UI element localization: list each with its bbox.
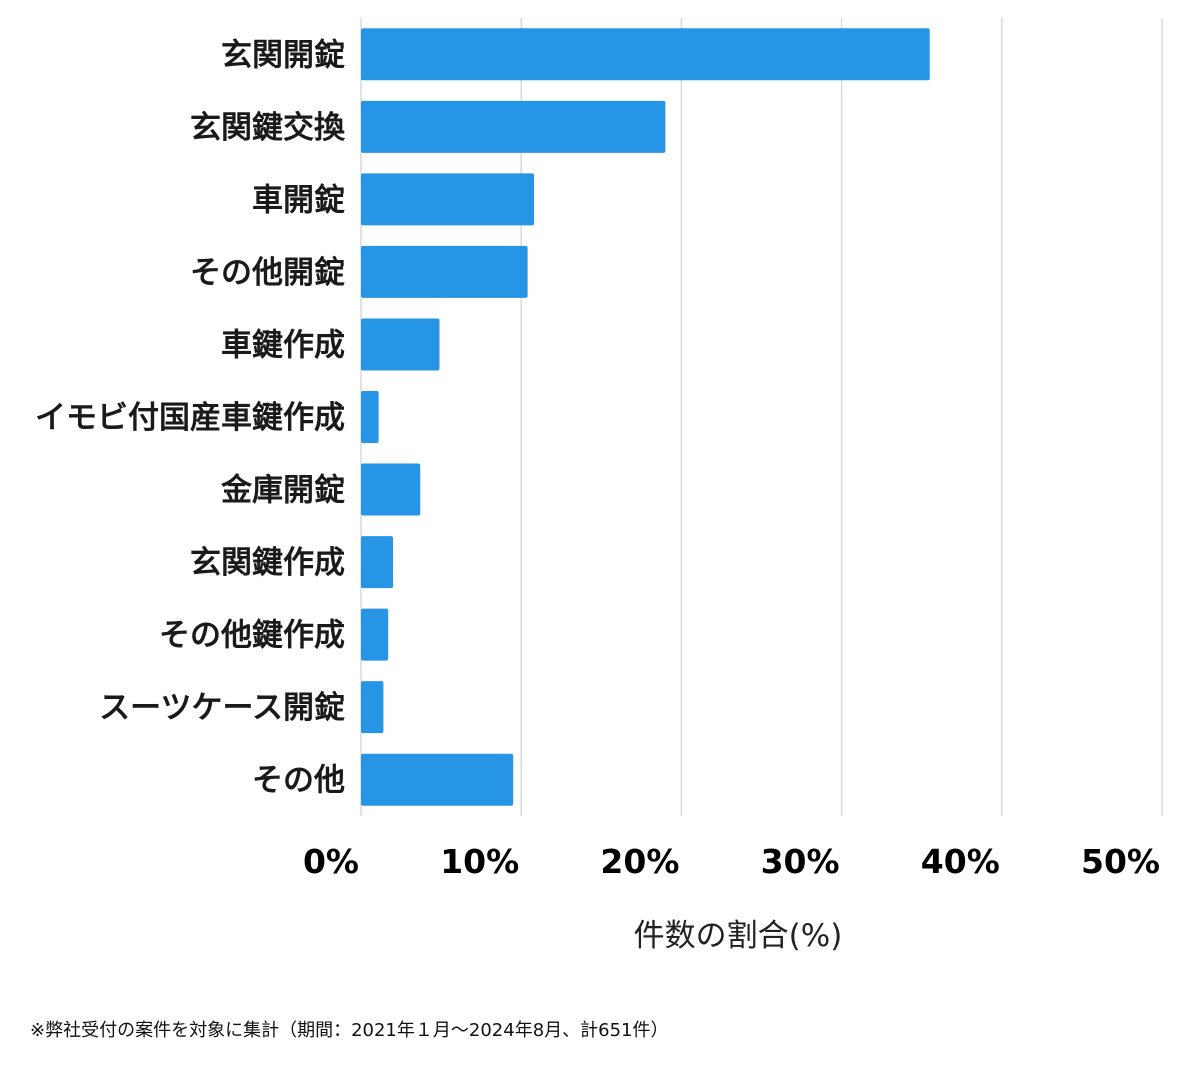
footnote: ※弊社受付の案件を対象に集計（期間：2021年１月〜2024年8月、計651件） bbox=[30, 1020, 669, 1041]
x-tick-label: 10% bbox=[440, 842, 519, 881]
x-tick-label: 0% bbox=[303, 842, 359, 881]
bar-chart: 玄関開錠玄関鍵交換車開錠その他開錠車鍵作成イモビ付国産車鍵作成金庫開錠玄関鍵作成… bbox=[35, 18, 1163, 954]
bar bbox=[361, 463, 421, 516]
category-label: 車鍵作成 bbox=[221, 327, 345, 363]
category-label: イモビ付国産車鍵作成 bbox=[35, 400, 345, 436]
category-label: スーツケース開錠 bbox=[99, 690, 345, 726]
category-label: その他鍵作成 bbox=[159, 618, 345, 654]
bar bbox=[361, 173, 535, 226]
category-label: その他 bbox=[252, 763, 345, 799]
category-label: 玄関鍵交換 bbox=[190, 110, 346, 146]
bar bbox=[361, 608, 389, 661]
category-label: 玄関開錠 bbox=[221, 37, 345, 73]
bar bbox=[361, 245, 528, 298]
category-label: 金庫開錠 bbox=[220, 473, 345, 509]
x-tick-label: 50% bbox=[1081, 842, 1160, 881]
bar bbox=[361, 318, 440, 371]
bar bbox=[361, 100, 666, 153]
x-axis-title: 件数の割合(%) bbox=[634, 918, 843, 954]
category-label: その他開錠 bbox=[190, 255, 345, 291]
x-tick-label: 40% bbox=[921, 842, 1000, 881]
x-tick-label: 20% bbox=[600, 842, 679, 881]
category-labels: 玄関開錠玄関鍵交換車開錠その他開錠車鍵作成イモビ付国産車鍵作成金庫開錠玄関鍵作成… bbox=[35, 37, 346, 798]
category-label: 車開錠 bbox=[252, 182, 345, 218]
category-label: 玄関鍵作成 bbox=[190, 545, 345, 581]
x-tick-label: 30% bbox=[761, 842, 840, 881]
bar bbox=[361, 753, 514, 806]
bar bbox=[361, 28, 930, 81]
x-tick-labels: 0% 10% 20% 30% 40% 50% bbox=[303, 842, 1160, 881]
bar bbox=[361, 681, 384, 734]
bar bbox=[361, 536, 394, 589]
bars bbox=[361, 28, 930, 806]
bar bbox=[361, 391, 379, 443]
